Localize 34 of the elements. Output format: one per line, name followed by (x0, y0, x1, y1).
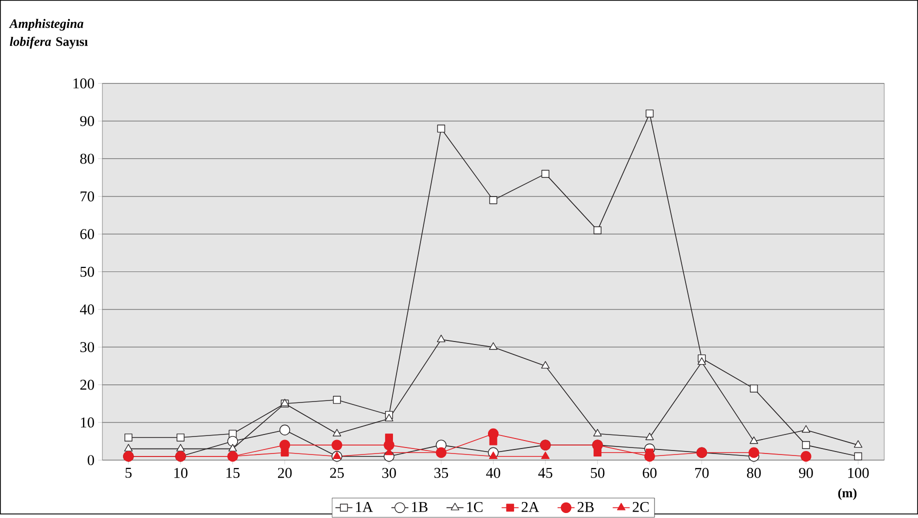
x-tick-label: 10 (174, 468, 188, 478)
x-tick-label: 25 (330, 468, 344, 478)
y-axis-title: Amphistegina lobifera Sayısı (8, 19, 88, 49)
legend-label: 1A (356, 502, 373, 512)
legend-label: 1C (467, 502, 482, 512)
x-tick-label: 90 (799, 468, 813, 478)
y-tick-label: 100 (74, 78, 94, 89)
x-tick-label: 5 (126, 468, 132, 478)
y-tick-label: 40 (80, 304, 94, 315)
legend-label: 2C (632, 502, 649, 512)
y-tick-label: 30 (80, 342, 94, 352)
y-tick-label: 0 (88, 455, 94, 466)
x-tick-label: 20 (278, 468, 292, 478)
x-tick-label: 70 (695, 468, 709, 478)
x-tick-label: 100 (848, 468, 869, 478)
legend-label: 2A (522, 502, 540, 512)
x-tick-label: 15 (226, 468, 240, 478)
legend-label: 2B (578, 502, 594, 512)
x-tick-label: 30 (382, 468, 396, 478)
x-tick-label: 60 (642, 468, 657, 478)
legend-label: 1B (412, 502, 428, 512)
x-tick-label: 45 (538, 468, 552, 478)
x-tick-label: 80 (746, 468, 761, 478)
y-tick-label: 60 (80, 229, 94, 240)
y-tick-label: 80 (80, 154, 94, 164)
y-tick-label: 70 (80, 192, 94, 202)
x-tick-label: 40 (486, 468, 500, 478)
y-tick-label: 10 (80, 418, 94, 428)
y-tick-label: 50 (80, 266, 94, 278)
x-tick-label: 50 (590, 468, 604, 478)
y-tick-label: 20 (80, 380, 94, 390)
x-axis-title: (m) (838, 488, 856, 500)
x-tick-label: 35 (434, 468, 448, 478)
y-tick-label: 90 (80, 116, 94, 126)
